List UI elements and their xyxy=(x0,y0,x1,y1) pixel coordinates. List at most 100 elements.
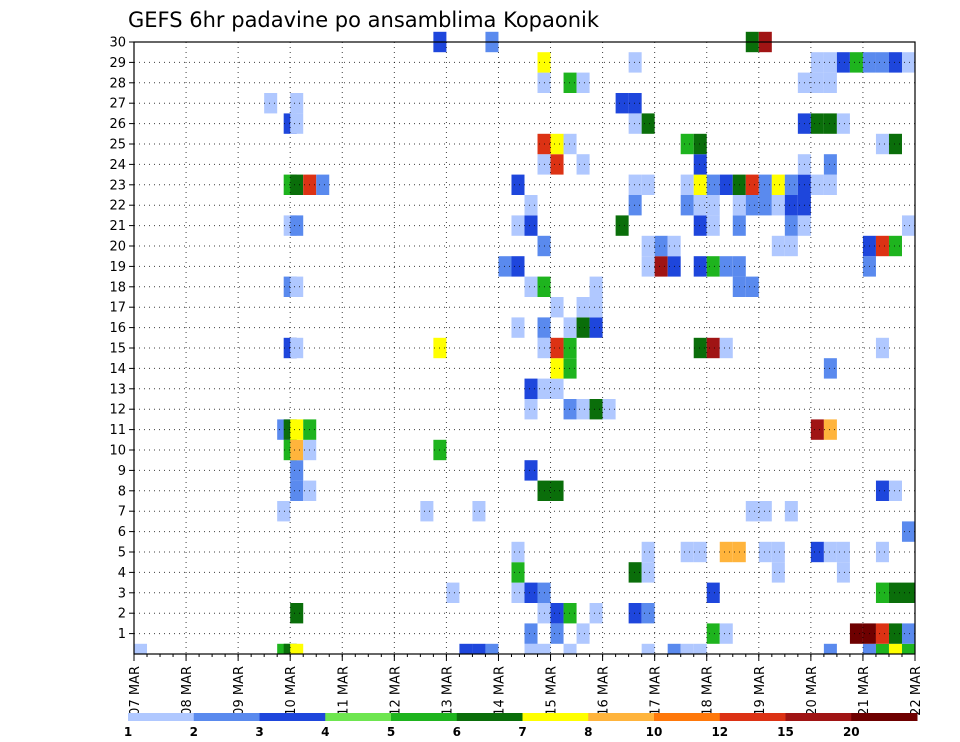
heatmap-cell xyxy=(680,643,694,654)
y-tick-label: 19 xyxy=(109,260,126,275)
heatmap-cell xyxy=(875,52,889,73)
y-tick-label: 2 xyxy=(118,607,126,622)
heatmap-cell xyxy=(823,52,837,73)
colorbar-label: 2 xyxy=(190,725,198,739)
heatmap-cell xyxy=(706,195,720,216)
heatmap-cell xyxy=(849,623,863,644)
heatmap-cell xyxy=(628,195,642,216)
x-tick-label: 22 MAR xyxy=(909,666,924,716)
colorbar-swatch xyxy=(522,713,589,721)
y-tick-label: 23 xyxy=(109,178,126,193)
heatmap-cell xyxy=(680,174,694,195)
heatmap-cell xyxy=(771,235,785,257)
heatmap-cell xyxy=(563,72,577,93)
heatmap-cell xyxy=(784,174,798,195)
heatmap-cell xyxy=(550,623,564,644)
heatmap-cell xyxy=(576,317,590,338)
colorbar-label: 1 xyxy=(124,725,132,739)
heatmap-cell xyxy=(693,541,707,563)
y-tick-label: 25 xyxy=(109,138,126,153)
heatmap-cell xyxy=(576,154,590,175)
heatmap-cell xyxy=(576,623,590,644)
heatmap-cell xyxy=(550,358,564,379)
y-tick-label: 28 xyxy=(109,76,126,91)
y-tick-label: 1 xyxy=(118,627,126,642)
colorbar-swatch xyxy=(719,713,786,721)
x-tick-label: 09 MAR xyxy=(232,666,247,716)
heatmap-cell xyxy=(654,235,668,257)
x-tick-label: 15 MAR xyxy=(545,666,560,716)
x-tick-label: 16 MAR xyxy=(597,666,612,716)
heatmap-cell xyxy=(524,643,538,654)
heatmap-cell xyxy=(290,276,304,297)
colorbar-swatch xyxy=(193,713,260,721)
heatmap-cell xyxy=(550,337,564,359)
heatmap-cell xyxy=(563,399,577,420)
y-tick-label: 30 xyxy=(109,36,126,51)
y-tick-label: 5 xyxy=(118,546,126,561)
heatmap-cell xyxy=(511,215,525,236)
chart-title: GEFS 6hr padavine po ansamblima Kopaonik xyxy=(128,8,600,32)
y-tick-label: 24 xyxy=(109,158,126,173)
heatmap-cell xyxy=(550,133,564,155)
heatmap-cell xyxy=(745,195,759,216)
heatmap-cell xyxy=(511,541,525,563)
heatmap-cell xyxy=(719,174,733,195)
colorbar-swatch xyxy=(654,713,721,721)
heatmap-cell xyxy=(693,256,707,277)
heatmap-cell xyxy=(641,256,655,277)
heatmap-cell xyxy=(875,643,889,654)
heatmap-cell xyxy=(290,113,304,134)
y-tick-label: 21 xyxy=(109,219,126,234)
heatmap-cell xyxy=(277,501,291,522)
heatmap-cell xyxy=(641,174,655,195)
colorbar-label: 15 xyxy=(777,725,794,739)
heatmap-cell xyxy=(706,215,720,236)
heatmap-cell xyxy=(771,174,785,195)
heatmap-cell xyxy=(784,215,798,236)
heatmap-cell xyxy=(537,643,551,654)
heatmap-cell xyxy=(836,541,850,563)
heatmap-cell xyxy=(628,93,642,114)
y-tick-label: 12 xyxy=(109,403,126,418)
heatmap-cell xyxy=(628,603,642,624)
heatmap-cell xyxy=(888,582,902,603)
heatmap-cell xyxy=(589,276,603,297)
heatmap-cell xyxy=(680,133,694,155)
y-tick-label: 18 xyxy=(109,280,126,295)
heatmap-cell xyxy=(810,541,824,563)
heatmap-cell xyxy=(576,72,590,93)
grid-lines xyxy=(134,42,915,654)
heatmap-cell xyxy=(810,113,824,134)
heatmap-cell xyxy=(719,541,733,563)
heatmap-cell xyxy=(641,643,655,654)
heatmap-cell xyxy=(771,195,785,216)
heatmap-cell xyxy=(771,562,785,583)
heatmap-cell xyxy=(823,113,837,134)
heatmap-cell xyxy=(563,337,577,359)
colorbar-swatch xyxy=(851,713,918,721)
colorbar-label: 4 xyxy=(321,725,329,739)
heatmap-cell xyxy=(290,93,304,114)
heatmap-cell xyxy=(550,378,564,399)
heatmap-cell xyxy=(550,297,564,318)
heatmap-cell xyxy=(290,439,304,461)
y-tick-label: 4 xyxy=(118,566,126,581)
x-tick-label: 14 MAR xyxy=(493,666,508,716)
heatmap-cell xyxy=(290,419,304,440)
heatmap-cell xyxy=(693,174,707,195)
heatmap-cell xyxy=(706,623,720,644)
heatmap-cell xyxy=(563,133,577,155)
heatmap-cell xyxy=(628,52,642,73)
heatmap-cell xyxy=(901,215,915,236)
heatmap-cell xyxy=(810,174,824,195)
x-tick-label: 20 MAR xyxy=(805,666,820,716)
heatmap-cell xyxy=(745,501,759,522)
colorbar-label: 20 xyxy=(843,725,860,739)
heatmap-cell xyxy=(901,521,915,542)
heatmap-cell xyxy=(641,541,655,563)
heatmap-cell xyxy=(888,52,902,73)
heatmap-cell xyxy=(901,623,915,644)
heatmap-cell xyxy=(823,72,837,93)
colorbar-swatch xyxy=(391,713,458,721)
